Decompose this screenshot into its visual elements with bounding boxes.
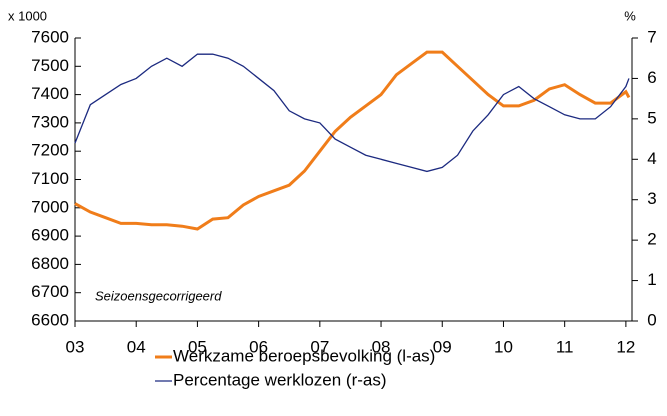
x-tick-label: 12 [616,337,635,356]
x-tick-label: 09 [433,337,452,356]
y-tick-label: 6800 [31,254,69,273]
y-tick-label: 7000 [31,197,69,216]
x-tick-label: 10 [494,337,513,356]
x-tick-label: 05 [188,337,207,356]
y-tick-label: 6700 [31,282,69,301]
y2-tick-label: 6 [647,68,656,87]
y-tick-label: 6900 [31,226,69,245]
y-tick-label: 7200 [31,141,69,160]
y-tick-label: 7400 [31,84,69,103]
x-tick-label: 11 [556,337,574,356]
y2-tick-label: 7 [647,27,656,46]
y-unit: x 1000 [8,8,47,23]
y2-unit: % [624,8,636,23]
y2-tick-label: 1 [647,270,656,289]
legend-label: Percentage werklozen (r-as) [173,370,387,389]
annotation: Seizoensgecorrigeerd [95,288,222,303]
y2-tick-label: 3 [647,189,656,208]
data-line [74,50,631,231]
data-line [74,53,630,173]
y-tick-label: 7600 [31,27,69,46]
x-tick-label: 06 [249,337,268,356]
legend-label: Werkzame beroepsbevolking (l-as) [173,346,435,365]
y-tick-label: 7300 [31,112,69,131]
y2-tick-label: 2 [647,230,656,249]
x-tick-label: 08 [372,337,391,356]
y-tick-label: 7100 [31,169,69,188]
y2-tick-label: 5 [647,108,656,127]
y-tick-label: 7500 [31,56,69,75]
y2-tick-label: 0 [647,310,656,329]
x-tick-label: 03 [66,337,85,356]
y-tick-label: 6600 [31,310,69,329]
x-tick-label: 07 [310,337,329,356]
y2-tick-label: 4 [647,149,656,168]
x-tick-label: 04 [127,337,146,356]
